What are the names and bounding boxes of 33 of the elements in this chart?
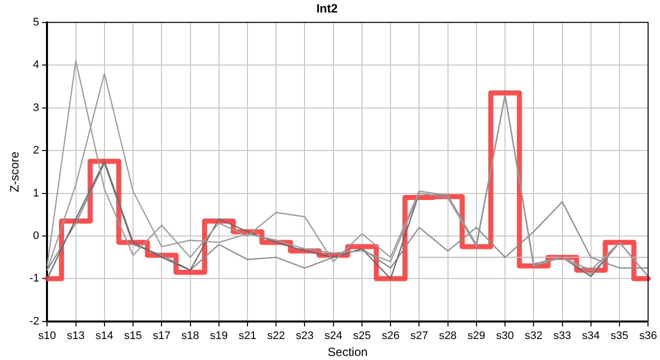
- x-tick-label: s28: [438, 330, 457, 342]
- x-tick-label: s32: [524, 330, 543, 342]
- y-axis-title: Z-score: [8, 151, 22, 192]
- x-tick-label: s23: [296, 330, 314, 342]
- y-tick-label: -1: [29, 272, 40, 285]
- x-tick-label: s13: [66, 330, 85, 342]
- chart-title: Int2: [316, 2, 338, 16]
- y-tick-label: 0: [33, 230, 40, 242]
- x-tick-label: s30: [496, 330, 514, 342]
- y-tick-label: -2: [29, 315, 40, 328]
- y-tick-label: 3: [33, 102, 40, 114]
- x-tick-label: s15: [124, 330, 142, 342]
- y-tick-label: 2: [33, 144, 40, 157]
- x-tick-label: s36: [639, 330, 658, 342]
- y-tick-label: 4: [33, 59, 40, 72]
- x-tick-label: s25: [353, 330, 371, 342]
- x-tick-label: s19: [210, 330, 228, 342]
- x-tick-label: s35: [610, 330, 628, 342]
- x-tick-label: s22: [267, 330, 285, 342]
- x-tick-label: s34: [582, 330, 600, 342]
- x-tick-label: s33: [553, 330, 572, 342]
- x-tick-label: s27: [410, 330, 428, 342]
- y-tick-label: 5: [33, 16, 40, 28]
- x-tick-label: s18: [181, 330, 200, 342]
- x-tick-label: s26: [382, 330, 400, 342]
- x-tick-label: s10: [38, 330, 56, 342]
- x-tick-label: s14: [96, 330, 114, 342]
- x-tick-label: s24: [324, 330, 342, 342]
- y-tick-label: 1: [33, 187, 40, 200]
- x-tick-label: s17: [152, 330, 171, 342]
- x-axis-title: Section: [328, 345, 368, 360]
- x-tick-label: s29: [468, 330, 486, 342]
- x-tick-label: s21: [238, 330, 256, 342]
